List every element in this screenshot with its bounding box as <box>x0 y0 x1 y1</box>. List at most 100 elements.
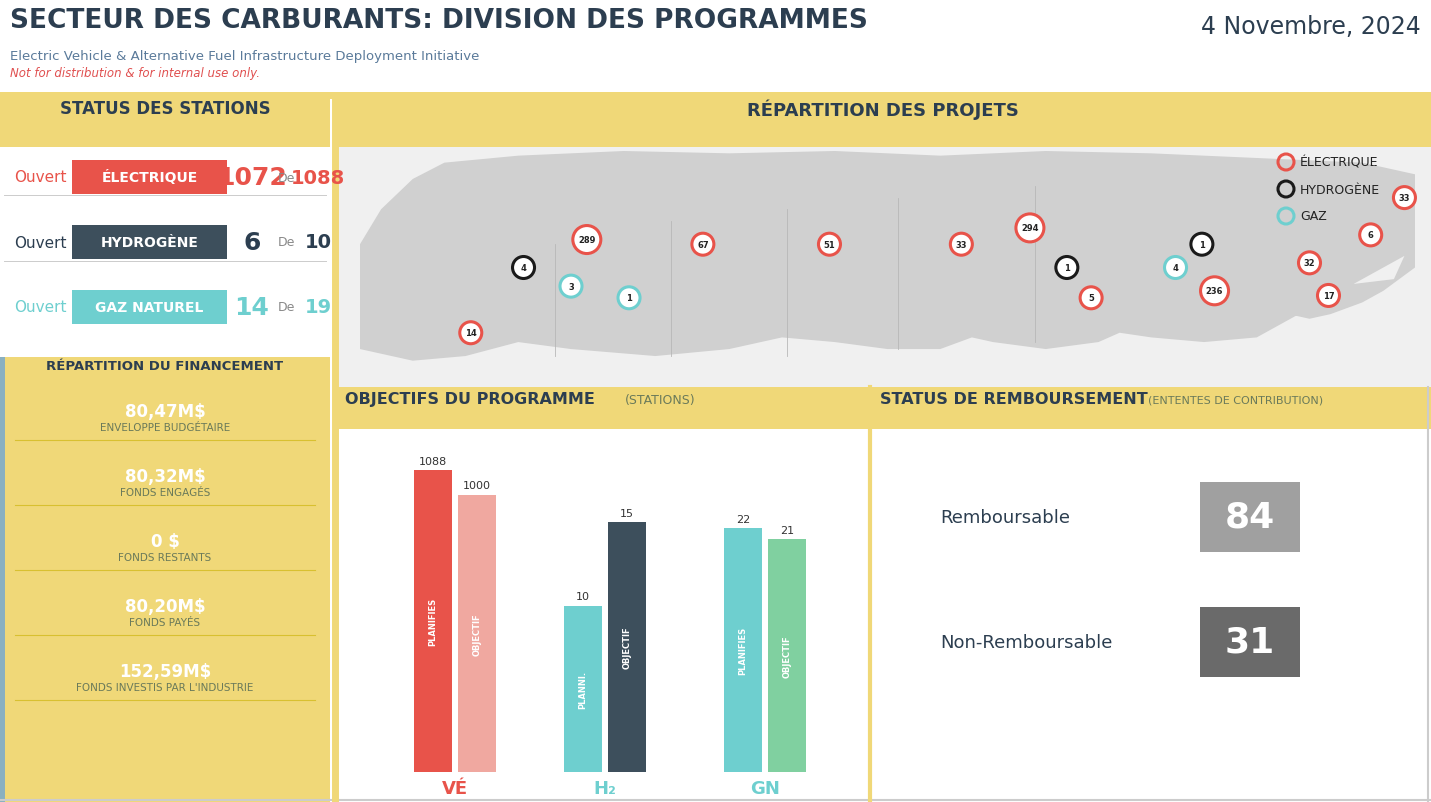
Circle shape <box>1080 287 1102 310</box>
Text: STATUS DE REMBOURSEMENT: STATUS DE REMBOURSEMENT <box>880 391 1148 407</box>
Bar <box>335 429 870 802</box>
Text: 4 Novembre, 2024: 4 Novembre, 2024 <box>1201 15 1421 39</box>
Text: HYDROGÈNE: HYDROGÈNE <box>1299 184 1379 196</box>
Text: 80,20M$: 80,20M$ <box>124 597 205 615</box>
Bar <box>564 606 602 772</box>
Bar <box>1201 482 1299 553</box>
Text: 1088: 1088 <box>419 456 446 467</box>
Text: OBJECTIFS DU PROGRAMME: OBJECTIFS DU PROGRAMME <box>345 391 595 407</box>
Bar <box>1201 607 1299 677</box>
Text: 14: 14 <box>465 329 477 338</box>
Bar <box>0 358 4 802</box>
Bar <box>0 358 331 802</box>
Circle shape <box>1201 277 1229 306</box>
Bar <box>0 148 331 358</box>
Bar <box>335 148 1431 387</box>
Text: De: De <box>278 301 295 314</box>
Text: 236: 236 <box>1206 287 1224 296</box>
Text: OBJECTIF: OBJECTIF <box>472 612 481 654</box>
Text: Electric Vehicle & Alternative Fuel Infrastructure Deployment Initiative: Electric Vehicle & Alternative Fuel Infr… <box>10 50 479 63</box>
Text: 289: 289 <box>578 236 595 245</box>
Text: 0 $: 0 $ <box>150 533 179 550</box>
Text: Ouvert: Ouvert <box>14 300 66 315</box>
Circle shape <box>572 226 601 254</box>
Text: PLANIFIES: PLANIFIES <box>428 597 438 646</box>
Text: 1000: 1000 <box>464 481 491 491</box>
Text: 80,32M$: 80,32M$ <box>124 468 206 485</box>
Text: Ouvert: Ouvert <box>14 235 66 250</box>
Text: 5: 5 <box>1088 294 1095 303</box>
FancyBboxPatch shape <box>72 290 228 325</box>
Text: De: De <box>278 237 295 249</box>
Text: 6: 6 <box>243 231 260 255</box>
Text: ÉLECTRIQUE: ÉLECTRIQUE <box>102 170 197 185</box>
Text: FONDS RESTANTS: FONDS RESTANTS <box>119 553 212 562</box>
Bar <box>724 529 761 772</box>
Circle shape <box>1394 188 1415 209</box>
Text: 10: 10 <box>305 233 332 252</box>
Text: 21: 21 <box>780 525 794 535</box>
Text: RÉPARTITION DU FINANCEMENT: RÉPARTITION DU FINANCEMENT <box>46 359 283 373</box>
Text: 33: 33 <box>956 241 967 249</box>
Text: 51: 51 <box>824 241 836 249</box>
Text: 31: 31 <box>1225 626 1275 659</box>
Text: SECTEUR DES CARBURANTS: DIVISION DES PROGRAMMES: SECTEUR DES CARBURANTS: DIVISION DES PRO… <box>10 8 867 34</box>
Text: OBJECTIF: OBJECTIF <box>783 634 791 677</box>
Text: ENVELOPPE BUDGÉTAIRE: ENVELOPPE BUDGÉTAIRE <box>100 423 230 432</box>
Text: (STATIONS): (STATIONS) <box>625 394 695 407</box>
Circle shape <box>691 234 714 256</box>
Text: FONDS INVESTIS PAR L'INDUSTRIE: FONDS INVESTIS PAR L'INDUSTRIE <box>76 683 253 692</box>
Text: 152,59M$: 152,59M$ <box>119 662 212 680</box>
Text: STATUS DES STATIONS: STATUS DES STATIONS <box>60 100 270 118</box>
Text: FONDS PAYÉS: FONDS PAYÉS <box>129 618 200 627</box>
Text: H₂: H₂ <box>594 779 617 797</box>
Text: VÉ: VÉ <box>442 779 468 797</box>
Text: HYDROGÈNE: HYDROGÈNE <box>100 236 199 249</box>
Bar <box>335 387 870 429</box>
Text: GN: GN <box>750 779 780 797</box>
Circle shape <box>1359 225 1382 246</box>
Bar <box>870 429 1431 802</box>
Circle shape <box>512 257 535 279</box>
Text: 19: 19 <box>305 298 332 317</box>
Text: ...: ... <box>1367 158 1377 168</box>
Text: 1088: 1088 <box>290 168 345 187</box>
Text: Non-Remboursable: Non-Remboursable <box>940 634 1112 651</box>
Circle shape <box>560 276 582 298</box>
Text: 1: 1 <box>1063 264 1070 273</box>
Text: 14: 14 <box>235 296 269 320</box>
Bar <box>608 523 645 772</box>
Polygon shape <box>361 152 1415 361</box>
Text: 1072: 1072 <box>218 166 286 190</box>
Bar <box>335 100 1431 148</box>
Text: 15: 15 <box>620 508 634 519</box>
Bar <box>0 100 331 148</box>
Circle shape <box>1165 257 1186 279</box>
Circle shape <box>1056 257 1078 279</box>
Text: 4: 4 <box>521 264 527 273</box>
Bar <box>0 93 1431 100</box>
Circle shape <box>819 234 840 256</box>
Bar <box>414 471 452 772</box>
Text: Not for distribution & for internal use only.: Not for distribution & for internal use … <box>10 67 260 80</box>
Text: 1: 1 <box>1199 241 1205 249</box>
Text: RÉPARTITION DES PROJETS: RÉPARTITION DES PROJETS <box>747 100 1019 120</box>
Text: 17: 17 <box>1322 292 1334 301</box>
Text: 22: 22 <box>736 514 750 525</box>
Bar <box>768 539 806 772</box>
Text: PLANNI.: PLANNI. <box>578 670 588 708</box>
Text: GAZ: GAZ <box>1299 210 1327 223</box>
Bar <box>0 0 1431 95</box>
FancyBboxPatch shape <box>72 225 228 260</box>
Text: 10: 10 <box>577 592 590 602</box>
Text: De: De <box>278 172 295 184</box>
Text: 1: 1 <box>627 294 633 303</box>
Text: Ouvert: Ouvert <box>14 170 66 185</box>
Text: ÉLECTRIQUE: ÉLECTRIQUE <box>1299 156 1378 169</box>
Text: 4: 4 <box>1172 264 1179 273</box>
Text: PLANIFIES: PLANIFIES <box>738 626 747 674</box>
Text: 294: 294 <box>1022 224 1039 233</box>
Text: OBJECTIF: OBJECTIF <box>622 626 631 669</box>
FancyBboxPatch shape <box>72 160 228 195</box>
Text: GAZ NATUREL: GAZ NATUREL <box>96 301 203 314</box>
